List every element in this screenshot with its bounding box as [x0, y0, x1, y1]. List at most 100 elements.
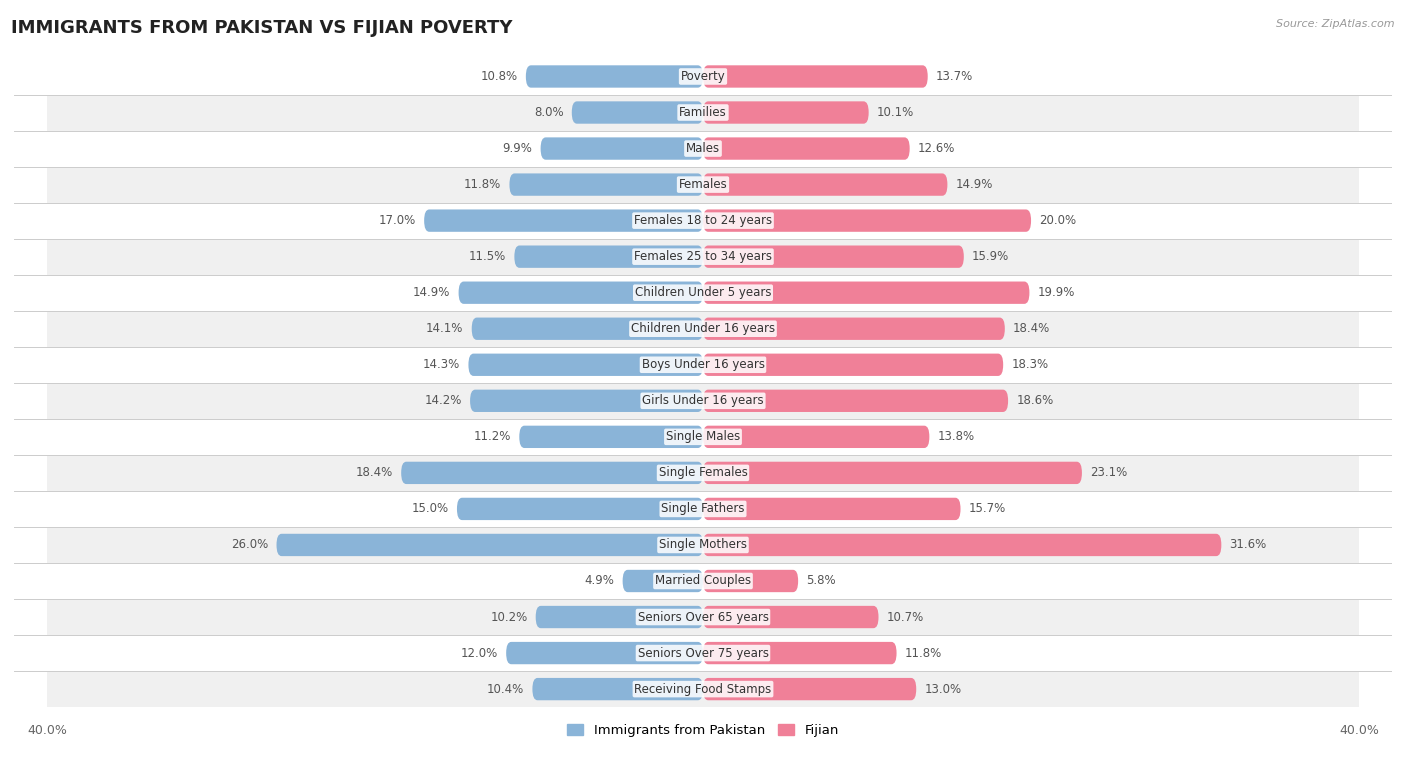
Text: 11.8%: 11.8%	[905, 647, 942, 659]
Text: 17.0%: 17.0%	[378, 214, 416, 227]
Text: Females 25 to 34 years: Females 25 to 34 years	[634, 250, 772, 263]
FancyBboxPatch shape	[533, 678, 703, 700]
Bar	[46, 527, 1360, 563]
FancyBboxPatch shape	[703, 137, 910, 160]
Text: Single Females: Single Females	[658, 466, 748, 479]
Text: 10.8%: 10.8%	[481, 70, 517, 83]
Text: Children Under 5 years: Children Under 5 years	[634, 287, 772, 299]
Bar	[46, 239, 1360, 274]
Text: Source: ZipAtlas.com: Source: ZipAtlas.com	[1277, 19, 1395, 29]
FancyBboxPatch shape	[536, 606, 703, 628]
FancyBboxPatch shape	[703, 209, 1031, 232]
Text: Seniors Over 65 years: Seniors Over 65 years	[637, 610, 769, 624]
FancyBboxPatch shape	[703, 65, 928, 88]
Text: Married Couples: Married Couples	[655, 575, 751, 587]
Bar	[46, 167, 1360, 202]
Bar	[46, 274, 1360, 311]
Text: Receiving Food Stamps: Receiving Food Stamps	[634, 683, 772, 696]
Text: Families: Families	[679, 106, 727, 119]
FancyBboxPatch shape	[703, 606, 879, 628]
Text: 18.4%: 18.4%	[356, 466, 394, 479]
Text: Girls Under 16 years: Girls Under 16 years	[643, 394, 763, 407]
Text: 11.5%: 11.5%	[470, 250, 506, 263]
Text: 23.1%: 23.1%	[1090, 466, 1128, 479]
Bar	[46, 95, 1360, 130]
Text: 10.1%: 10.1%	[877, 106, 914, 119]
Text: 14.3%: 14.3%	[423, 359, 460, 371]
Text: 12.0%: 12.0%	[461, 647, 498, 659]
FancyBboxPatch shape	[703, 570, 799, 592]
Bar	[46, 346, 1360, 383]
Text: Males: Males	[686, 142, 720, 155]
FancyBboxPatch shape	[470, 390, 703, 412]
FancyBboxPatch shape	[540, 137, 703, 160]
FancyBboxPatch shape	[526, 65, 703, 88]
Text: 8.0%: 8.0%	[534, 106, 564, 119]
Bar	[46, 419, 1360, 455]
Text: 15.7%: 15.7%	[969, 503, 1005, 515]
FancyBboxPatch shape	[572, 102, 703, 124]
Text: 18.3%: 18.3%	[1011, 359, 1049, 371]
Bar	[46, 130, 1360, 167]
Bar	[46, 635, 1360, 671]
Text: 14.9%: 14.9%	[413, 287, 450, 299]
FancyBboxPatch shape	[468, 353, 703, 376]
Text: Seniors Over 75 years: Seniors Over 75 years	[637, 647, 769, 659]
FancyBboxPatch shape	[277, 534, 703, 556]
Text: 14.2%: 14.2%	[425, 394, 463, 407]
Text: 19.9%: 19.9%	[1038, 287, 1076, 299]
Text: Single Males: Single Males	[666, 431, 740, 443]
Text: Poverty: Poverty	[681, 70, 725, 83]
Text: IMMIGRANTS FROM PAKISTAN VS FIJIAN POVERTY: IMMIGRANTS FROM PAKISTAN VS FIJIAN POVER…	[11, 19, 513, 37]
Bar	[46, 491, 1360, 527]
FancyBboxPatch shape	[515, 246, 703, 268]
Text: 10.2%: 10.2%	[491, 610, 527, 624]
Text: 14.1%: 14.1%	[426, 322, 464, 335]
Bar	[46, 671, 1360, 707]
Bar	[46, 455, 1360, 491]
Text: 11.2%: 11.2%	[474, 431, 512, 443]
Bar	[46, 383, 1360, 419]
Text: Children Under 16 years: Children Under 16 years	[631, 322, 775, 335]
FancyBboxPatch shape	[703, 318, 1005, 340]
Text: Boys Under 16 years: Boys Under 16 years	[641, 359, 765, 371]
Text: 11.8%: 11.8%	[464, 178, 502, 191]
FancyBboxPatch shape	[401, 462, 703, 484]
FancyBboxPatch shape	[458, 281, 703, 304]
Bar	[46, 563, 1360, 599]
Text: 10.4%: 10.4%	[486, 683, 524, 696]
Bar	[46, 599, 1360, 635]
Text: 9.9%: 9.9%	[502, 142, 533, 155]
Text: 10.7%: 10.7%	[887, 610, 924, 624]
FancyBboxPatch shape	[623, 570, 703, 592]
Text: 13.8%: 13.8%	[938, 431, 974, 443]
FancyBboxPatch shape	[703, 246, 965, 268]
Bar	[46, 58, 1360, 95]
Text: 18.6%: 18.6%	[1017, 394, 1053, 407]
FancyBboxPatch shape	[506, 642, 703, 664]
FancyBboxPatch shape	[472, 318, 703, 340]
FancyBboxPatch shape	[703, 498, 960, 520]
FancyBboxPatch shape	[703, 353, 1004, 376]
Bar	[46, 311, 1360, 346]
FancyBboxPatch shape	[703, 642, 897, 664]
Text: 4.9%: 4.9%	[585, 575, 614, 587]
Text: Single Mothers: Single Mothers	[659, 538, 747, 552]
Text: Single Fathers: Single Fathers	[661, 503, 745, 515]
FancyBboxPatch shape	[703, 534, 1222, 556]
FancyBboxPatch shape	[425, 209, 703, 232]
FancyBboxPatch shape	[519, 426, 703, 448]
Text: 20.0%: 20.0%	[1039, 214, 1077, 227]
FancyBboxPatch shape	[703, 678, 917, 700]
FancyBboxPatch shape	[703, 174, 948, 196]
FancyBboxPatch shape	[509, 174, 703, 196]
FancyBboxPatch shape	[703, 281, 1029, 304]
Text: 31.6%: 31.6%	[1229, 538, 1267, 552]
Text: Females 18 to 24 years: Females 18 to 24 years	[634, 214, 772, 227]
Text: Females: Females	[679, 178, 727, 191]
Text: 12.6%: 12.6%	[918, 142, 955, 155]
FancyBboxPatch shape	[457, 498, 703, 520]
Text: 13.0%: 13.0%	[925, 683, 962, 696]
Text: 26.0%: 26.0%	[231, 538, 269, 552]
FancyBboxPatch shape	[703, 102, 869, 124]
